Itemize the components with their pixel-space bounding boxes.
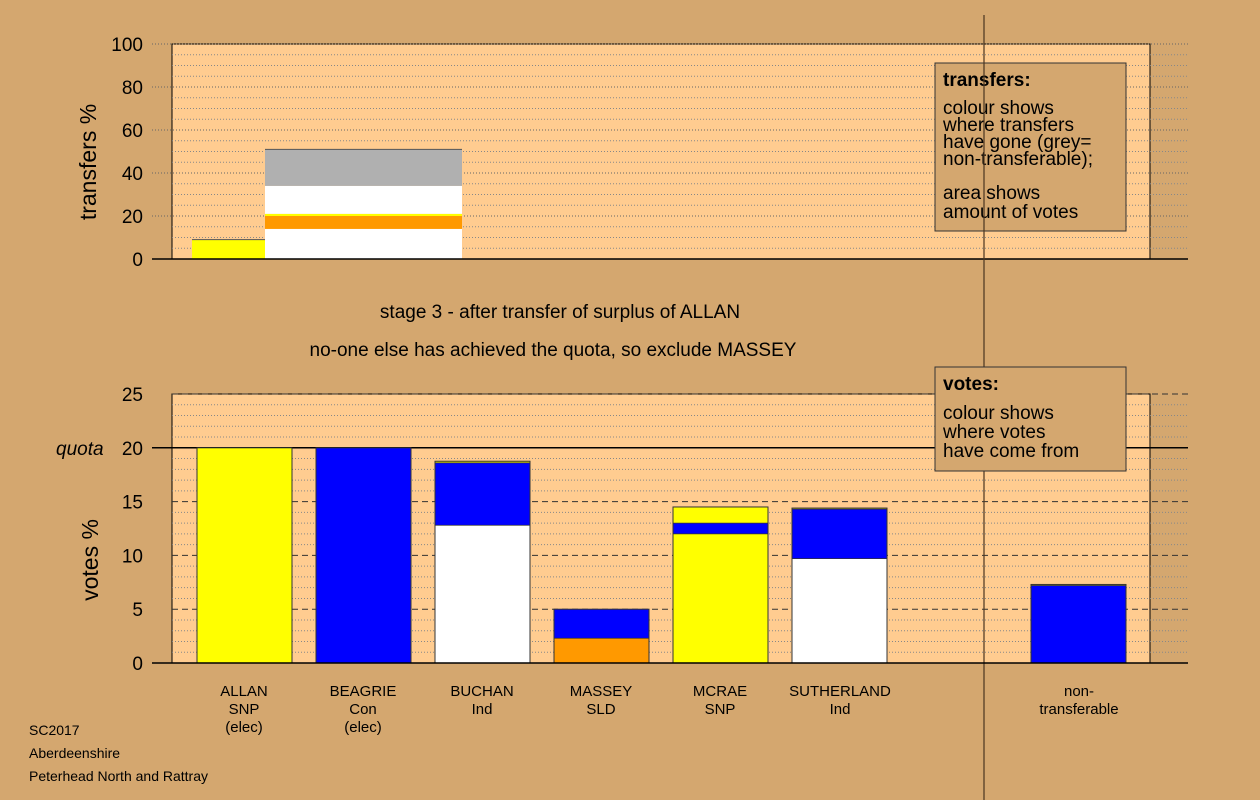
transfers-y-tick-label: 0	[132, 250, 143, 271]
vote-bar-segment	[197, 447, 292, 663]
transfers-legend-line: have gone (grey=	[943, 132, 1091, 153]
vote-bar-segment	[1031, 585, 1126, 663]
votes-y-tick-label: 20	[122, 439, 143, 460]
votes-legend-line: colour shows	[943, 403, 1054, 424]
candidate-label: SLD	[586, 701, 615, 718]
transfers-y-tick-label: 20	[122, 207, 143, 228]
vote-bar-segment	[673, 533, 768, 663]
footer-line: Aberdeenshire	[29, 745, 120, 761]
vote-bar-segment	[435, 462, 530, 526]
candidate-label: non-	[1064, 683, 1094, 700]
candidate-label: Con	[349, 701, 377, 718]
candidate-label: MCRAE	[693, 683, 747, 700]
transfers-legend-line: non-transferable);	[943, 149, 1093, 170]
candidate-label: MASSEY	[570, 683, 633, 700]
vote-bar-segment	[792, 558, 887, 663]
vote-bar-segment	[316, 447, 411, 663]
votes-legend-line: where votes	[942, 422, 1045, 443]
transfers-legend-line: area shows	[943, 183, 1040, 204]
transfer-bar-segment	[265, 185, 462, 214]
vote-bar-segment	[792, 508, 887, 510]
vote-bar-segment	[1031, 584, 1126, 586]
transfers-y-tick-label: 100	[111, 35, 143, 56]
votes-y-tick-label: 25	[122, 385, 143, 406]
footer-line: Peterhead North and Rattray	[29, 768, 208, 784]
votes-y-tick-label: 0	[132, 654, 143, 675]
vote-bar-segment	[554, 609, 649, 639]
quota-label: quota	[56, 439, 104, 460]
candidate-label: Ind	[830, 701, 851, 718]
votes-y-axis-label: votes %	[77, 519, 103, 601]
transfers-y-axis-label: transfers %	[75, 104, 101, 220]
footer-line: SC2017	[29, 722, 80, 738]
candidate-label: BEAGRIE	[330, 683, 397, 700]
candidate-label: Ind	[472, 701, 493, 718]
candidate-label: BUCHAN	[450, 683, 513, 700]
transfers-legend-box	[934, 62, 1127, 232]
transfer-bar-segment	[265, 228, 462, 259]
votes-y-tick-label: 5	[132, 600, 143, 621]
vote-bar-segment	[435, 461, 530, 463]
vote-bar-segment	[554, 638, 649, 663]
transfers-y-tick-label: 60	[122, 121, 143, 142]
vote-bar-segment	[673, 523, 768, 534]
transfers-legend-title: transfers:	[943, 70, 1031, 91]
candidate-label: SNP	[229, 701, 260, 718]
votes-legend-line: have come from	[943, 441, 1079, 462]
candidate-label: SNP	[705, 701, 736, 718]
vote-bar-segment	[435, 525, 530, 663]
candidate-label: transferable	[1039, 701, 1118, 718]
candidate-label: (elec)	[225, 719, 263, 736]
transfers-legend-line: amount of votes	[943, 202, 1078, 223]
transfer-bar-segment	[265, 149, 462, 186]
exclusion-note: no-one else has achieved the quota, so e…	[310, 340, 797, 361]
votes-y-tick-label: 10	[122, 546, 143, 567]
transfers-legend-line: colour shows	[943, 98, 1054, 119]
candidate-label: SUTHERLAND	[789, 683, 891, 700]
votes-legend-title: votes:	[943, 374, 999, 395]
votes-y-tick-label: 15	[122, 493, 143, 514]
transfers-legend-line: where transfers	[942, 115, 1074, 136]
transfers-y-tick-label: 80	[122, 78, 143, 99]
transfers-y-tick-label: 40	[122, 164, 143, 185]
vote-bar-segment	[673, 506, 768, 524]
candidate-label: ALLAN	[220, 683, 268, 700]
transfer-bar-segment	[265, 216, 462, 229]
transfer-bar-segment	[265, 213, 462, 216]
votes-legend-box	[934, 366, 1127, 472]
candidate-label: (elec)	[344, 719, 382, 736]
stage-caption: stage 3 - after transfer of surplus of A…	[380, 302, 740, 323]
vote-bar-segment	[792, 509, 887, 559]
